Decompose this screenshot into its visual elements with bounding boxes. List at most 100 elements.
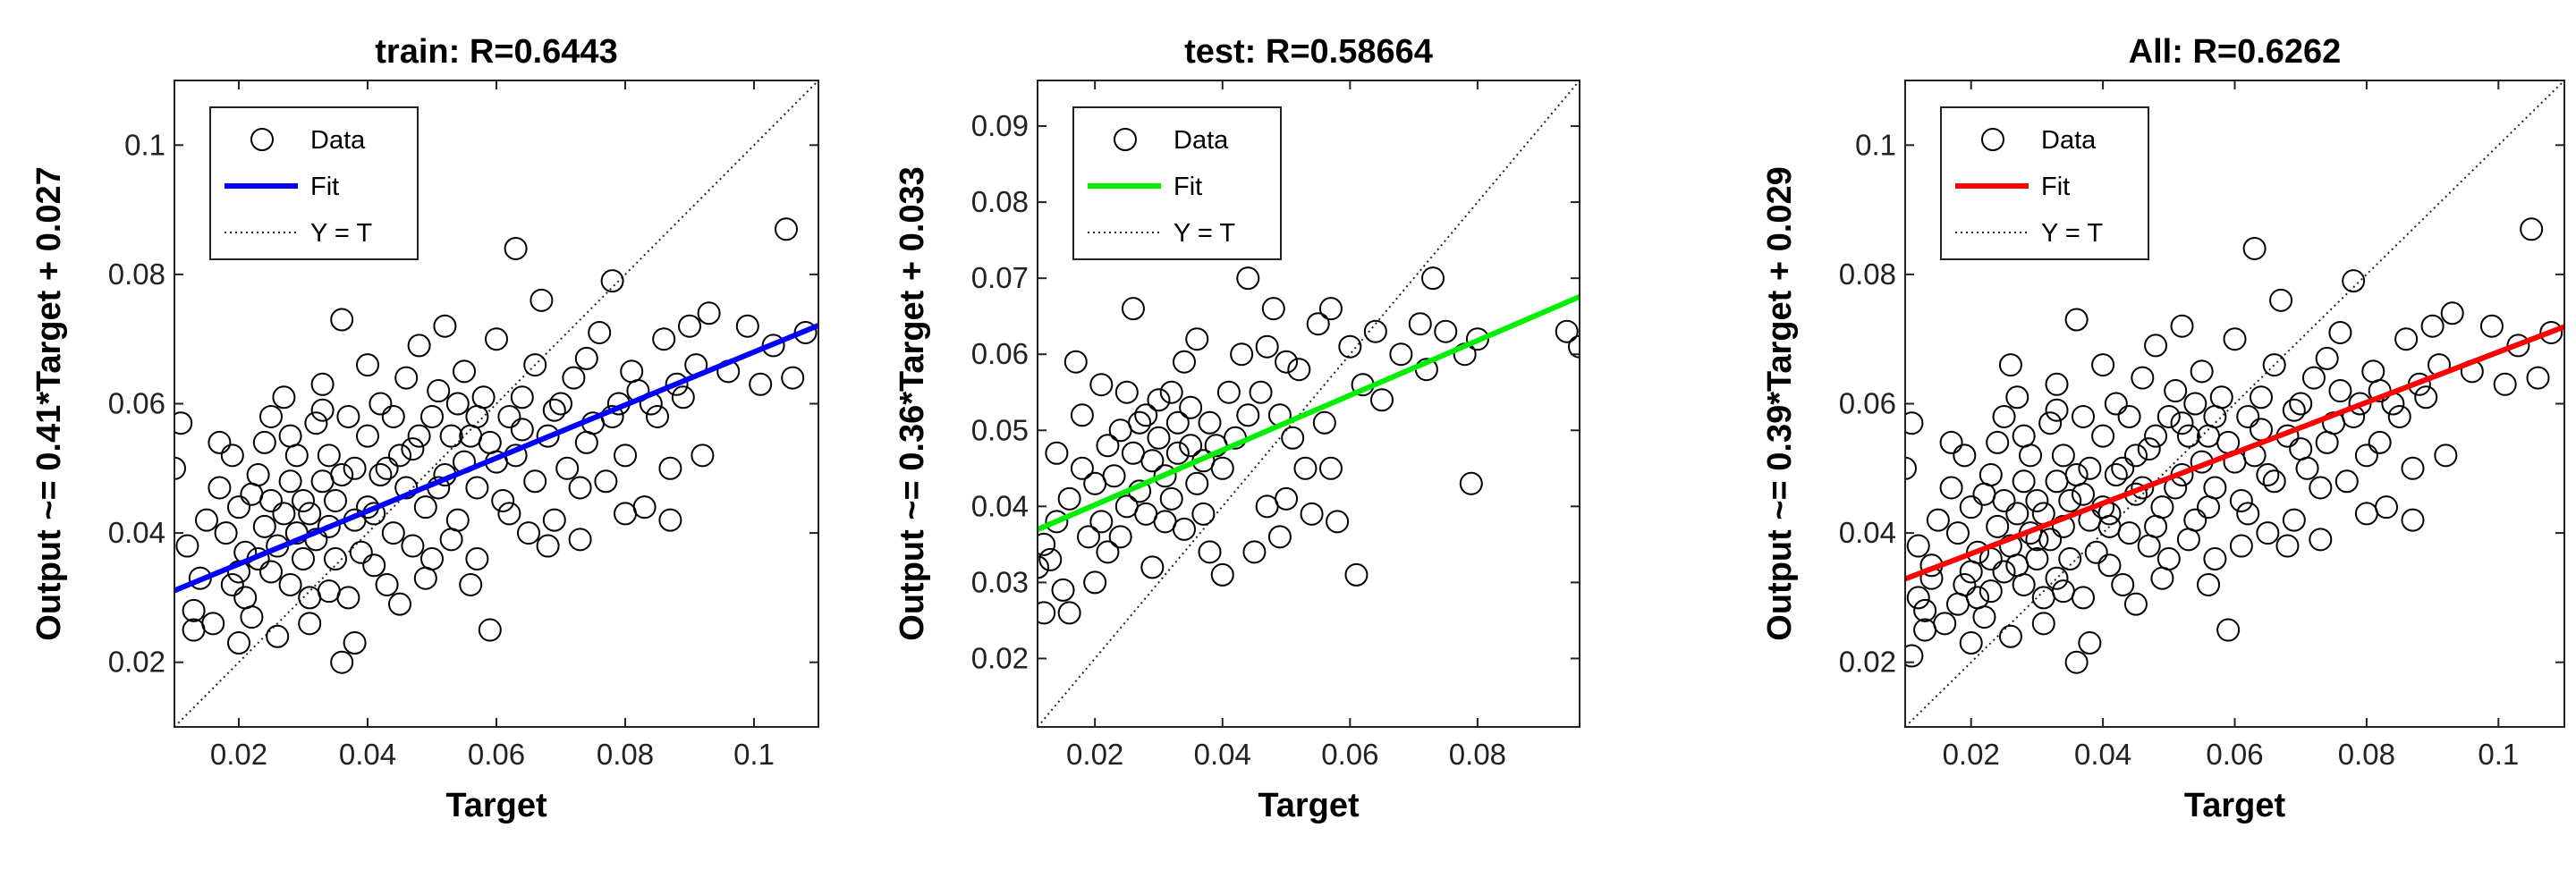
data-point <box>2197 572 2221 596</box>
data-point <box>1255 334 1279 359</box>
data-point <box>2236 404 2260 428</box>
data-point <box>324 547 347 571</box>
x-tick-label: 0.1 <box>733 738 775 771</box>
data-point <box>1070 403 1094 427</box>
data-point <box>523 469 547 494</box>
data-point <box>174 456 186 480</box>
data-point <box>2479 314 2504 338</box>
data-point <box>2097 553 2122 578</box>
data-point <box>304 411 328 435</box>
data-point <box>2520 217 2544 241</box>
data-point <box>568 476 592 500</box>
data-point <box>2309 528 2333 552</box>
data-point <box>555 456 580 480</box>
data-point <box>407 424 431 448</box>
data-point <box>2526 366 2550 390</box>
data-point <box>174 411 193 435</box>
identity-line <box>1038 80 1580 727</box>
data-point <box>1293 456 1318 480</box>
data-point <box>1905 456 1917 480</box>
data-point <box>1147 426 1171 450</box>
data-point <box>749 372 773 396</box>
data-point <box>1249 380 1273 404</box>
data-point <box>2315 346 2339 370</box>
data-point <box>362 553 386 578</box>
data-point <box>388 443 411 468</box>
data-point <box>2144 334 2168 358</box>
y-tick-label: 0.07 <box>971 261 1029 294</box>
data-point <box>2150 566 2174 590</box>
legend-label: Fit <box>1174 173 1202 201</box>
data-point <box>2236 502 2260 526</box>
data-point <box>330 650 354 674</box>
data-point <box>1261 297 1285 321</box>
data-point <box>1083 570 1107 595</box>
data-point <box>330 308 354 332</box>
data-point <box>427 379 451 403</box>
data-point <box>562 366 586 390</box>
data-point <box>2144 514 2168 538</box>
data-point <box>497 502 521 526</box>
data-point <box>1300 502 1324 526</box>
data-point <box>530 288 554 312</box>
data-point <box>336 404 360 428</box>
data-point <box>536 534 560 558</box>
data-point <box>1275 350 1299 374</box>
data-point <box>2262 353 2286 377</box>
data-point <box>1045 510 1069 534</box>
y-axis-label: Output ~= 0.36*Target + 0.033 <box>894 166 931 640</box>
data-point <box>413 495 437 519</box>
data-point <box>523 353 547 377</box>
data-point <box>1389 342 1413 367</box>
data-point <box>259 560 283 584</box>
data-point <box>401 534 425 558</box>
data-point <box>2209 385 2233 410</box>
data-point <box>401 437 425 461</box>
data-point <box>330 463 354 487</box>
data-point <box>2275 534 2300 558</box>
data-point <box>2328 320 2352 344</box>
data-point <box>2176 528 2200 552</box>
data-point <box>2111 572 2135 596</box>
data-point <box>2170 314 2194 338</box>
data-point <box>1933 612 1957 636</box>
data-point <box>1465 327 1489 351</box>
data-point <box>1236 266 1260 291</box>
data-point <box>1972 605 1996 629</box>
data-point <box>2038 411 2063 435</box>
data-point <box>1128 410 1152 435</box>
data-point <box>439 424 463 448</box>
y-axis-label: Output ~= 0.41*Target + 0.027 <box>30 166 68 640</box>
data-point <box>1063 350 1088 374</box>
data-point <box>2420 314 2445 338</box>
data-point <box>1979 463 2003 487</box>
data-point <box>2097 514 2122 538</box>
data-point <box>697 301 721 325</box>
data-point <box>1172 517 1196 541</box>
y-tick-label: 0.04 <box>971 489 1029 522</box>
data-point <box>266 624 290 648</box>
data-point <box>600 269 624 293</box>
data-point <box>1108 525 1132 549</box>
data-point <box>574 346 598 370</box>
data-point <box>2440 301 2464 325</box>
data-point <box>1338 334 1362 359</box>
plot-content <box>1905 80 2564 727</box>
data-point <box>182 598 206 622</box>
data-point <box>2071 404 2095 428</box>
data-point <box>510 385 534 410</box>
data-point <box>2012 424 2036 448</box>
data-point <box>594 469 618 494</box>
data-point <box>761 334 785 358</box>
data-point <box>2064 650 2089 674</box>
data-point <box>2301 366 2326 390</box>
data-point <box>2328 379 2352 403</box>
data-point <box>1287 358 1311 382</box>
data-point <box>2368 430 2392 454</box>
data-point <box>2229 488 2253 512</box>
data-point <box>369 463 393 487</box>
data-point <box>1992 488 2016 512</box>
data-point <box>2197 495 2221 519</box>
data-point <box>678 314 701 338</box>
data-point <box>317 443 341 468</box>
